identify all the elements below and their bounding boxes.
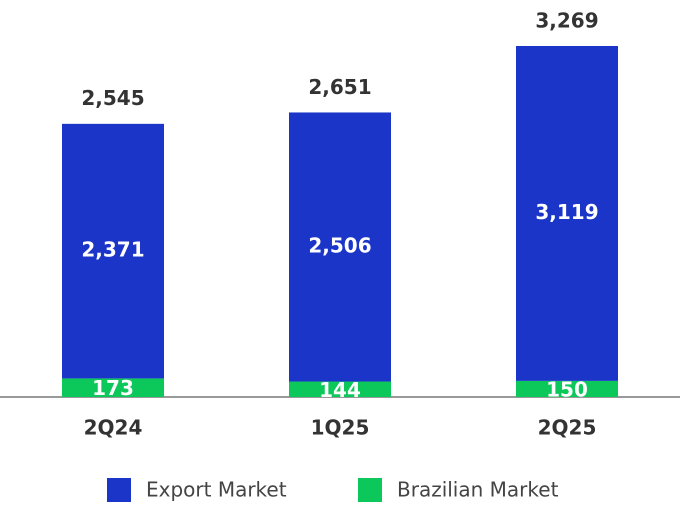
- bar-segment: [62, 378, 164, 397]
- legend-label: Export Market: [146, 478, 287, 502]
- x-tick-label: 2Q25: [538, 416, 597, 440]
- legend-swatch: [107, 478, 131, 502]
- total-label: 2,545: [81, 86, 144, 110]
- legend-label: Brazilian Market: [397, 478, 559, 502]
- total-label: 2,651: [308, 75, 371, 99]
- segment-label: 2,371: [81, 238, 144, 262]
- bar-segment: [516, 380, 618, 397]
- segment-label: 173: [92, 376, 134, 400]
- legend-swatch: [358, 478, 382, 502]
- bar-segment: [516, 46, 618, 381]
- segment-label: 150: [546, 377, 588, 401]
- segment-label: 3,119: [535, 200, 598, 224]
- x-tick-label: 2Q24: [84, 416, 143, 440]
- total-label: 3,269: [535, 9, 598, 33]
- bar-segment: [289, 112, 391, 382]
- bar-segment: [289, 381, 391, 397]
- segment-label: 144: [319, 378, 361, 402]
- bar-segment: [62, 123, 164, 379]
- x-tick-label: 1Q25: [311, 416, 370, 440]
- segment-label: 2,506: [308, 234, 371, 258]
